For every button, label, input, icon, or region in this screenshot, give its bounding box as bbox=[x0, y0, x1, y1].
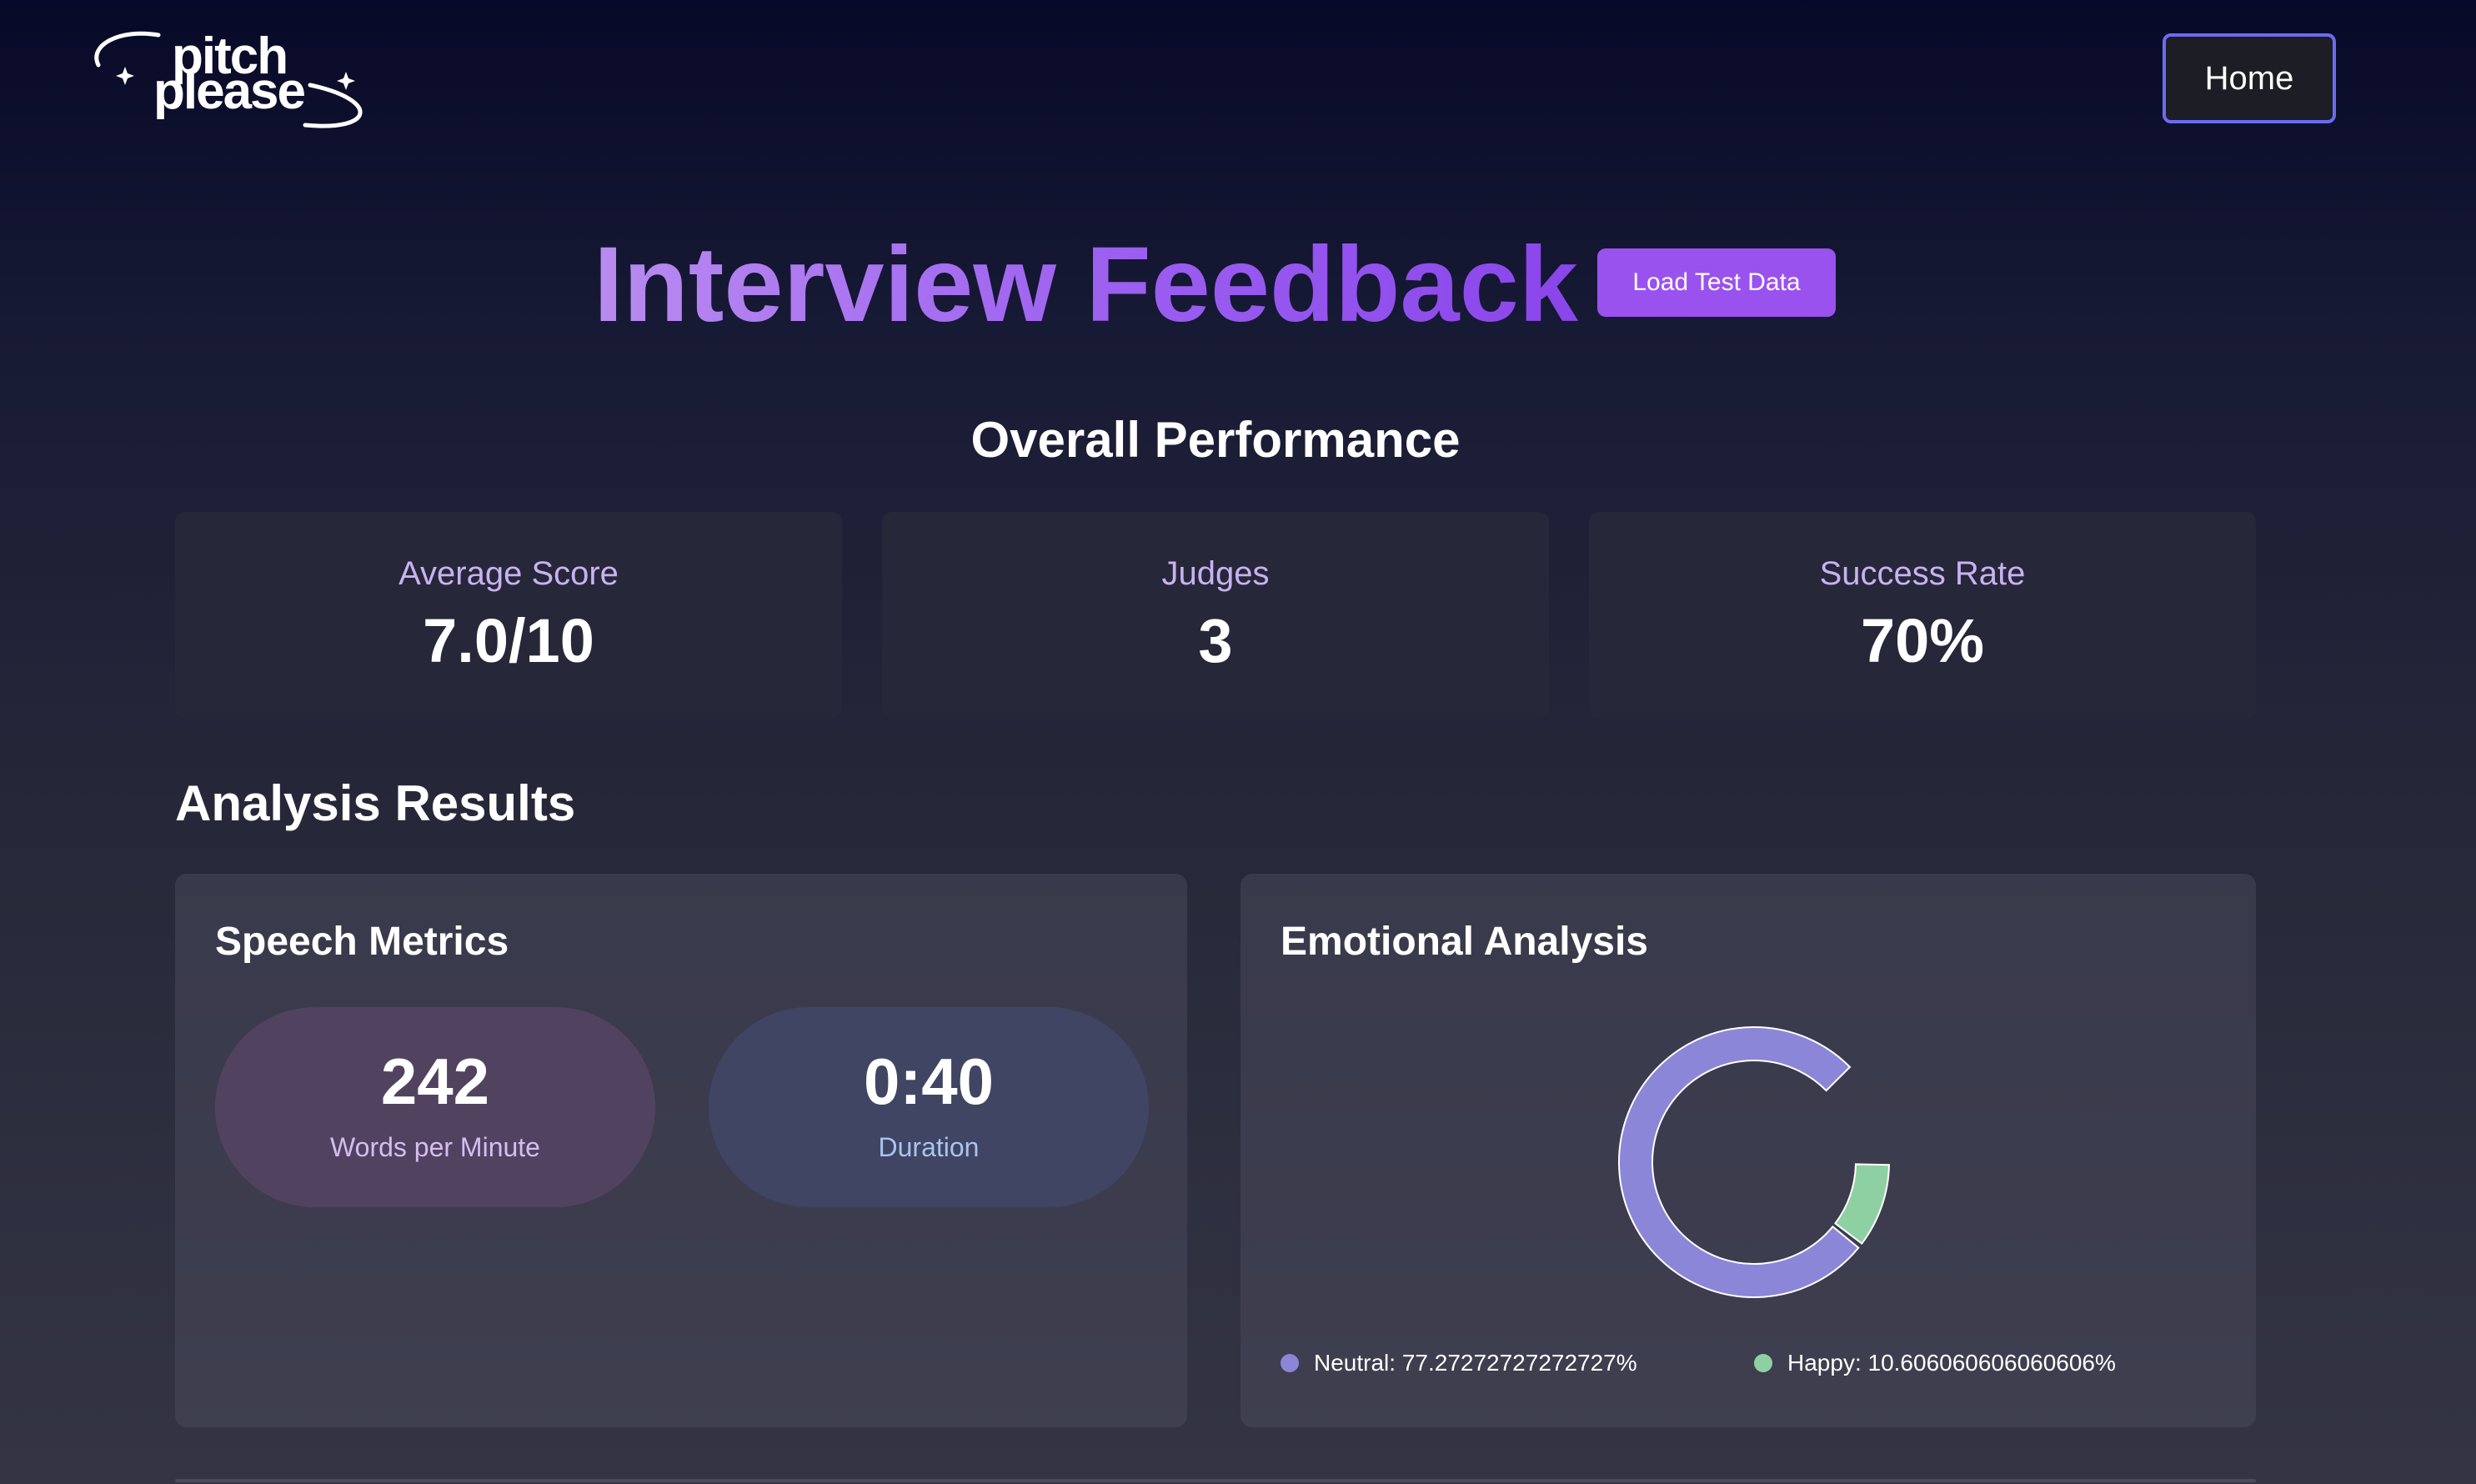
logo-text-please: please bbox=[153, 63, 306, 120]
donut-slice-neutral[interactable] bbox=[1618, 1026, 1860, 1298]
legend-dot-neutral bbox=[1281, 1354, 1299, 1372]
logo-swoosh-icon bbox=[94, 31, 363, 128]
speech-metrics-title: Speech Metrics bbox=[215, 920, 509, 964]
stat-card-average-score: Average Score 7.0/10 bbox=[175, 512, 842, 719]
stat-value: 70% bbox=[1860, 606, 1985, 675]
emotion-donut-chart bbox=[1618, 1026, 1890, 1298]
emotional-analysis-title: Emotional Analysis bbox=[1281, 920, 1648, 964]
stat-label: Average Score bbox=[398, 555, 619, 592]
stat-card-judges: Judges 3 bbox=[882, 512, 1549, 719]
speech-metrics-panel: Speech Metrics 242 Words per Minute 0:40… bbox=[175, 874, 1187, 1427]
duration-label: Duration bbox=[878, 1132, 980, 1162]
overall-performance-heading: Overall Performance bbox=[970, 412, 1461, 468]
pitch-please-logo[interactable]: pitch please bbox=[87, 30, 387, 138]
duration-value: 0:40 bbox=[863, 1045, 995, 1118]
load-test-data-button[interactable]: Load Test Data bbox=[1597, 248, 1836, 317]
stat-value: 3 bbox=[1198, 606, 1233, 675]
page-title: Interview Feedback bbox=[594, 218, 1578, 352]
home-button[interactable]: Home bbox=[2163, 33, 2336, 123]
legend-label-neutral: Neutral: 77.27272727272727% bbox=[1314, 1350, 1637, 1376]
stat-value: 7.0/10 bbox=[423, 606, 594, 675]
stat-label: Judges bbox=[1161, 555, 1270, 592]
words-per-minute-label: Words per Minute bbox=[330, 1132, 540, 1162]
logo-text-pitch: pitch bbox=[172, 28, 288, 85]
stat-label: Success Rate bbox=[1819, 555, 2026, 592]
emotional-analysis-panel: Emotional Analysis Neutral: 77.272727272… bbox=[1241, 874, 2256, 1427]
donut-slice-happy[interactable] bbox=[1833, 1163, 1890, 1245]
stat-card-success-rate: Success Rate 70% bbox=[1589, 512, 2256, 719]
duration-pill: 0:40 Duration bbox=[709, 1007, 1149, 1207]
words-per-minute-pill: 242 Words per Minute bbox=[215, 1007, 655, 1207]
legend-label-happy: Happy: 10.606060606060606% bbox=[1787, 1350, 2116, 1376]
analysis-results-heading: Analysis Results bbox=[175, 775, 576, 831]
legend-dot-happy bbox=[1754, 1354, 1772, 1372]
words-per-minute-value: 242 bbox=[380, 1045, 490, 1118]
next-section-edge bbox=[175, 1479, 2256, 1482]
